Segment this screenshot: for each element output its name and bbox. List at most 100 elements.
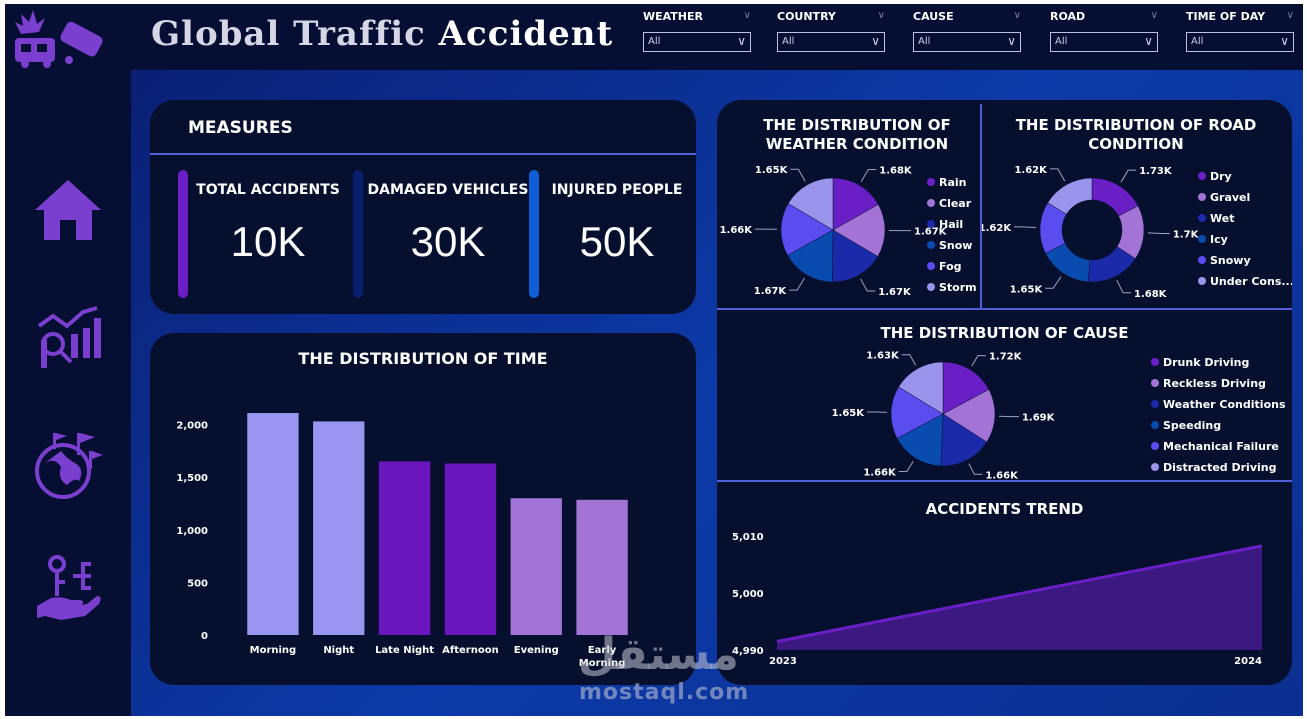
data-label: 1.72K: [989, 352, 1023, 363]
legend-label: Snowy: [1210, 254, 1251, 267]
key-hand-icon[interactable]: [31, 552, 105, 626]
kpi-accent-bar: [178, 170, 188, 298]
chevron-down-icon: ∨: [1280, 34, 1289, 48]
legend-marker: [1198, 193, 1206, 201]
divider: [717, 308, 1292, 310]
legend-marker: [1198, 277, 1206, 285]
chevron-down-icon[interactable]: ∨: [877, 10, 885, 21]
x-tick-label: Late Night: [375, 645, 434, 656]
legend-label: Gravel: [1210, 191, 1250, 204]
filter-time-of-day: TIME OF DAY ∨ All ∨: [1186, 10, 1294, 52]
data-label: 1.67K: [754, 286, 788, 297]
legend-label: Hail: [939, 218, 963, 231]
chevron-down-icon[interactable]: ∨: [1286, 10, 1294, 21]
title-part-1: Global Traffic: [151, 14, 426, 54]
legend-label: Clear: [939, 197, 972, 210]
legend-label: Icy: [1210, 233, 1228, 246]
legend-label: Wet: [1210, 212, 1234, 225]
legend-marker: [1151, 379, 1159, 387]
home-icon[interactable]: [31, 174, 105, 248]
chevron-down-icon[interactable]: ∨: [1013, 10, 1021, 21]
legend-label: Distracted Driving: [1163, 461, 1276, 474]
data-label: 1.68K: [1134, 289, 1168, 300]
legend-label: Reckless Driving: [1163, 377, 1266, 390]
filter-country: COUNTRY ∨ All ∨: [777, 10, 885, 52]
kpi-label-injured-people: INJURED PEOPLE: [551, 182, 683, 198]
legend-marker: [927, 199, 935, 207]
filter-value: All: [782, 36, 795, 47]
pie-slice: [942, 389, 996, 443]
header-bar: Global Traffic Accident WEATHER ∨ All ∨ …: [131, 4, 1303, 70]
leader-line: [1116, 279, 1131, 294]
pie-slice: [832, 177, 879, 231]
chevron-down-icon[interactable]: ∨: [1150, 10, 1158, 21]
kpi-value-damaged-vehicles: 30K: [410, 218, 486, 265]
filter-label: TIME OF DAY: [1186, 10, 1266, 23]
leader-line: [789, 277, 805, 291]
pie-slice: [787, 177, 834, 231]
legend-marker: [1198, 214, 1206, 222]
pie-slice: [787, 229, 834, 283]
chevron-down-icon[interactable]: ∨: [743, 10, 751, 21]
globe-icon[interactable]: [31, 429, 105, 503]
legend-label: Storm: [939, 281, 977, 294]
chevron-down-icon: ∨: [871, 34, 880, 48]
divider: [980, 104, 982, 308]
pie-slice: [832, 229, 879, 283]
x-tick-label: Evening: [514, 645, 559, 656]
weather-select[interactable]: All ∨: [643, 32, 751, 52]
chart-title: THE DISTRIBUTION OF WEATHER CONDITION: [763, 116, 951, 153]
title-part-2: Accident: [438, 14, 614, 54]
data-label: 1.65K: [1010, 284, 1044, 295]
legend-label: Speeding: [1163, 419, 1221, 432]
legend-marker: [1151, 463, 1159, 471]
pie-slice: [896, 413, 944, 467]
dashboard-frame: Global Traffic Accident WEATHER ∨ All ∨ …: [5, 4, 1303, 716]
cause-select[interactable]: All ∨: [913, 32, 1021, 52]
legend-marker: [927, 262, 935, 270]
road-select[interactable]: All ∨: [1050, 32, 1158, 52]
country-select[interactable]: All ∨: [777, 32, 885, 52]
x-tick-label: 2024: [1234, 656, 1262, 667]
legend-label: Weather Conditions: [1163, 398, 1286, 411]
pie-slice: [940, 413, 988, 467]
y-tick-label: 1,500: [176, 473, 208, 484]
filter-value: All: [1055, 36, 1068, 47]
data-label: 1.65K: [755, 165, 789, 176]
data-label: 1.62K: [982, 223, 1012, 234]
filter-label: COUNTRY: [777, 10, 836, 23]
legend-marker: [1151, 358, 1159, 366]
bar: [510, 498, 562, 635]
crash-logo-icon: [15, 10, 103, 68]
filter-weather: WEATHER ∨ All ∨: [643, 10, 751, 52]
leader-line: [790, 168, 806, 182]
divider: [150, 153, 696, 155]
y-tick-label: 1,000: [176, 526, 208, 537]
kpi-value-total-accidents: 10K: [230, 218, 306, 265]
accidents-trend-chart: 4,990 5,000 5,010 2023 2024: [732, 532, 1263, 667]
analytics-icon[interactable]: [31, 304, 105, 378]
leader-line: [971, 355, 986, 367]
legend-marker: [1198, 172, 1206, 180]
divider: [717, 480, 1292, 482]
filter-value: All: [918, 36, 931, 47]
pie-slice: [832, 204, 886, 257]
bar: [313, 421, 365, 635]
data-label: 1.67K: [914, 227, 948, 238]
leader-line: [968, 463, 983, 475]
legend-label: Snow: [939, 239, 972, 252]
data-label: 1.66K: [863, 468, 897, 479]
leader-line: [860, 278, 876, 292]
legend-marker: [927, 178, 935, 186]
leader-line: [1049, 168, 1066, 182]
leader-line: [1147, 232, 1170, 235]
legend-label: Under Cons...: [1210, 275, 1292, 288]
time-distribution-panel: THE DISTRIBUTION OF TIME 0 500 1,000 1,500 2…: [150, 333, 696, 685]
trend-area: [777, 545, 1262, 650]
time-bar-chart: 0 500 1,000 1,500 2,000 Morning Night Late Nigh…: [176, 412, 628, 669]
legend-marker: [927, 283, 935, 291]
legend-marker: [1198, 256, 1206, 264]
pie-slice: [1047, 177, 1093, 215]
time-of-day-select[interactable]: All ∨: [1186, 32, 1294, 52]
x-tick-label: 2023: [769, 656, 797, 667]
